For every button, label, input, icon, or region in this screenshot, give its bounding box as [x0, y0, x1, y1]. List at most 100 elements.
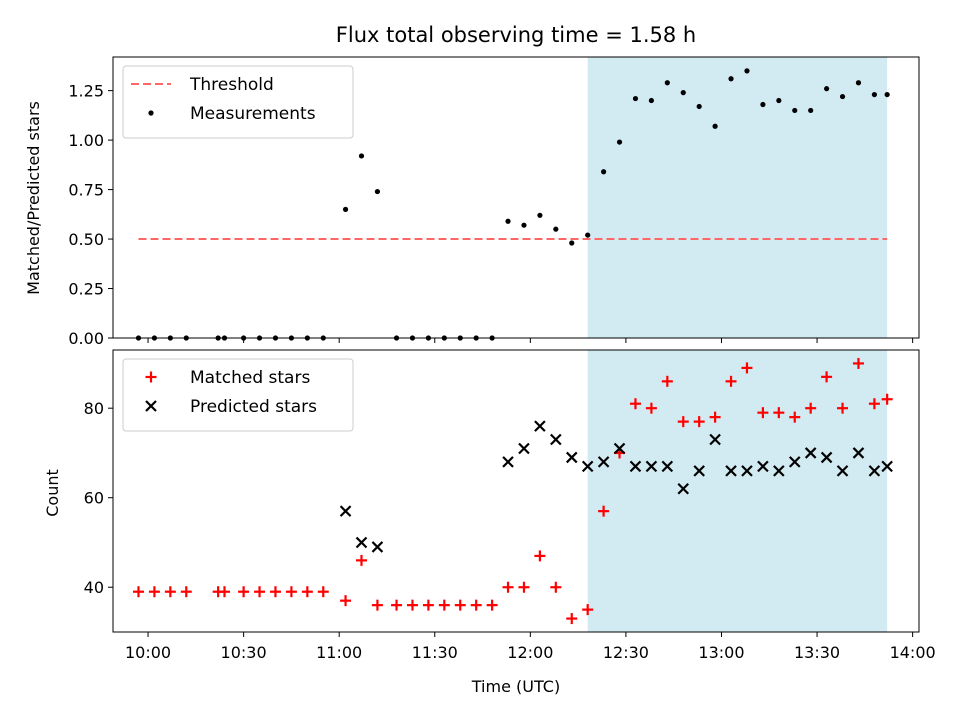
marker-stroke [741, 465, 753, 477]
marker-stroke [645, 460, 658, 473]
y-tick-label: 0.75 [68, 181, 104, 200]
y-tick-label: 40 [84, 578, 104, 597]
predicted-star-marker [788, 456, 801, 468]
matched-star-marker [391, 599, 403, 611]
y-tick-label: 0.25 [68, 280, 104, 299]
measurement-point [696, 103, 702, 110]
marker-stroke [597, 456, 610, 468]
matched-star-marker [773, 407, 785, 419]
x-axis-label: Time (UTC) [471, 677, 560, 696]
predicted-star-marker [677, 482, 690, 495]
predicted-star-marker [581, 460, 594, 473]
matched-star-marker [371, 599, 383, 611]
predicted-star-marker [773, 465, 785, 477]
measurement-point [569, 240, 575, 246]
y-tick-label: 1.00 [68, 131, 104, 150]
matched-star-marker [238, 586, 250, 598]
marker-stroke [677, 482, 690, 495]
matched-star-marker [340, 595, 352, 607]
marker-stroke [836, 465, 849, 477]
x-tick-label: 12:00 [507, 643, 553, 662]
predicted-star-marker [339, 505, 352, 517]
marker-stroke [725, 465, 737, 477]
predicted-star-marker [852, 447, 865, 459]
predicted-star-marker [804, 447, 817, 459]
matched-star-marker [254, 586, 266, 598]
marker-stroke [757, 460, 769, 473]
matched-star-marker [550, 581, 562, 593]
predicted-star-marker [534, 420, 546, 432]
matched-star-marker [582, 604, 594, 616]
measurement-point [760, 101, 766, 108]
plot-frame [112, 56, 920, 339]
matched-star-marker [881, 393, 893, 405]
measurement-point [601, 169, 607, 175]
bottom-y-axis-label: Count [43, 469, 62, 517]
measurement-point [374, 188, 381, 195]
x-tick-label: 13:30 [794, 643, 840, 662]
legend-matched-swatch [145, 371, 157, 383]
marker-stroke [693, 465, 705, 477]
marker-stroke [502, 456, 514, 468]
legend-label: Threshold [189, 75, 274, 95]
legend-box [122, 358, 354, 432]
marker-stroke [788, 456, 801, 468]
legend-predicted-swatch [145, 400, 157, 412]
measurement-point [521, 222, 527, 228]
plot-layer: 0.00 0.25 0.50 0.75 1.00 1.25 Threshold Measure… [68, 56, 936, 662]
measurement-point [728, 76, 734, 82]
marker-stroke [565, 451, 578, 464]
marker-stroke [371, 541, 384, 553]
predicted-star-marker [836, 465, 849, 477]
legend: Threshold Measurements [122, 65, 354, 139]
measurement-point [712, 123, 718, 129]
matched-star-marker [219, 586, 231, 598]
predicted-star-marker [613, 442, 626, 455]
measurement-point [616, 139, 623, 145]
y-tick-label: 1.25 [68, 82, 104, 101]
legend: Matched stars Predicted stars [122, 358, 354, 432]
measurement-point [792, 107, 798, 114]
measurement-point [776, 97, 782, 104]
matched-star-marker [868, 398, 880, 410]
matched-star-marker [355, 554, 367, 566]
matched-star-marker [164, 586, 176, 598]
matched-star-marker [422, 599, 434, 611]
matched-star-marker [534, 550, 546, 562]
y-tick-label: 80 [84, 399, 104, 418]
predicted-star-marker [565, 451, 578, 464]
measurement-point [664, 80, 670, 86]
measurement-point [505, 218, 511, 224]
predicted-star-marker [881, 460, 893, 473]
y-tick-label: 0.50 [68, 230, 104, 249]
panel-count: 40 60 80 10:00 10:30 11:00 11:30 12:00 12:30 13:0… [84, 349, 936, 662]
matched-star-marker [486, 599, 498, 611]
measurement-point [839, 93, 846, 100]
predicted-star-marker [741, 465, 753, 477]
chart-title: Flux total observing time = 1.58 h [336, 23, 696, 47]
matched-star-marker [741, 362, 753, 374]
predicted-star-marker [661, 460, 674, 473]
x-tick-label: 11:30 [412, 643, 458, 662]
matched-star-marker [301, 586, 313, 598]
matched-star-marker [805, 402, 817, 414]
measurement-point [358, 153, 365, 159]
measurement-point [537, 212, 543, 218]
marker-stroke [852, 447, 865, 459]
predicted-star-marker [550, 433, 562, 446]
predicted-star-marker [757, 460, 769, 473]
marker-stroke [534, 420, 546, 432]
measurement-point [632, 95, 639, 102]
marker-stroke [820, 451, 833, 464]
measurement-point [871, 91, 877, 98]
measurement-point [744, 68, 750, 74]
panel-ratio: 0.00 0.25 0.50 0.75 1.00 1.25 Threshold Measure… [68, 56, 920, 348]
matched-star-marker [502, 581, 514, 593]
marker-stroke [613, 442, 626, 455]
marker-stroke [881, 460, 893, 473]
observing-span [587, 350, 888, 632]
matched-star-marker [693, 416, 705, 428]
x-tick-label: 10:00 [125, 643, 171, 662]
predicted-star-marker [597, 456, 610, 468]
